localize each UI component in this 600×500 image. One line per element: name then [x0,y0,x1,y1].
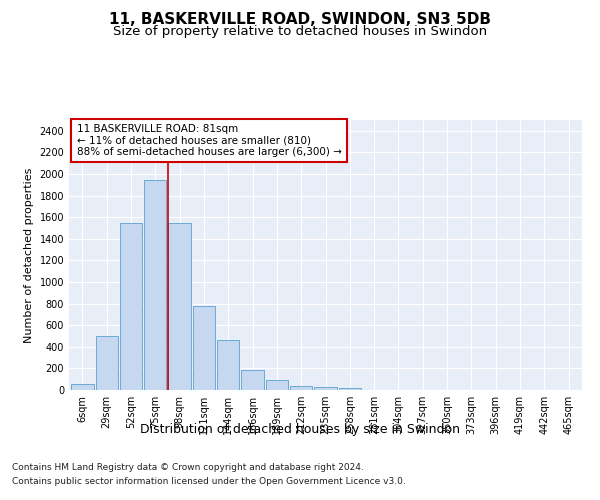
Bar [217,340,239,390]
Text: Size of property relative to detached houses in Swindon: Size of property relative to detached ho… [113,25,487,38]
Text: Distribution of detached houses by size in Swindon: Distribution of detached houses by size … [140,422,460,436]
Bar [314,388,337,390]
Bar [120,222,142,390]
Bar [338,388,361,390]
Bar [193,306,215,390]
Bar [169,222,191,390]
Bar [144,180,166,390]
Bar [290,386,313,390]
Text: Contains public sector information licensed under the Open Government Licence v3: Contains public sector information licen… [12,478,406,486]
Bar [266,380,288,390]
Bar [71,384,94,390]
Text: 11 BASKERVILLE ROAD: 81sqm
← 11% of detached houses are smaller (810)
88% of sem: 11 BASKERVILLE ROAD: 81sqm ← 11% of deta… [77,124,341,157]
Bar [95,336,118,390]
Text: Contains HM Land Registry data © Crown copyright and database right 2024.: Contains HM Land Registry data © Crown c… [12,462,364,471]
Text: 11, BASKERVILLE ROAD, SWINDON, SN3 5DB: 11, BASKERVILLE ROAD, SWINDON, SN3 5DB [109,12,491,28]
Y-axis label: Number of detached properties: Number of detached properties [24,168,34,342]
Bar [241,370,264,390]
